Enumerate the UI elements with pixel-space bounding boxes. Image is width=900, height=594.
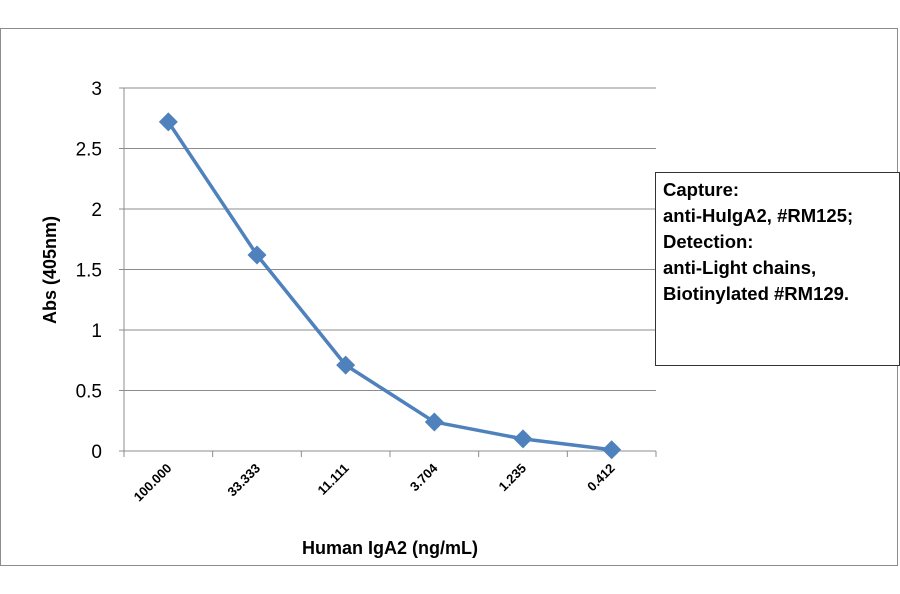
y-tick-label: 1 bbox=[91, 321, 102, 342]
series-line bbox=[166, 120, 612, 452]
data-point-marker bbox=[513, 429, 533, 449]
data-point-marker bbox=[247, 245, 267, 265]
x-tick-label: 100.000 bbox=[131, 461, 175, 505]
x-tick-label: 3.704 bbox=[407, 460, 441, 494]
x-tick-label: 11.111 bbox=[315, 461, 352, 498]
data-point-marker bbox=[336, 355, 356, 375]
y-axis-label: Abs (405nm) bbox=[40, 216, 60, 324]
y-tick-label: 2 bbox=[91, 200, 102, 221]
gridlines bbox=[124, 87, 656, 391]
annotation-line: Capture: bbox=[663, 179, 740, 200]
annotation-box: Capture: anti-HuIgA2, #RM125; Detection:… bbox=[655, 172, 900, 366]
annotation-line: Detection: bbox=[663, 231, 754, 252]
y-tick-label: 0.5 bbox=[76, 382, 102, 403]
y-tick-label: 1.5 bbox=[76, 261, 102, 282]
axes bbox=[119, 87, 657, 457]
annotation-line: anti-Light chains, bbox=[663, 257, 817, 278]
x-axis-label: Human IgA2 (ng/mL) bbox=[302, 538, 478, 558]
annotation-line: Biotinylated #RM129. bbox=[663, 283, 850, 304]
y-tick-label: 0 bbox=[91, 442, 102, 463]
x-tick-label: 33.333 bbox=[224, 461, 263, 500]
data-point-marker bbox=[602, 440, 622, 460]
x-tick-label: 0.412 bbox=[584, 461, 618, 495]
series-group bbox=[158, 112, 622, 460]
y-tick-label: 3 bbox=[91, 79, 102, 100]
annotation-line: anti-HuIgA2, #RM125; bbox=[663, 205, 854, 226]
x-tick-label: 1.235 bbox=[496, 461, 530, 495]
data-point-marker bbox=[158, 112, 178, 132]
y-tick-labels: 0 0.5 1 1.5 2 2.5 3 bbox=[76, 79, 102, 463]
x-tick-labels: 100.000 33.333 11.111 3.704 1.235 0.412 bbox=[131, 460, 618, 504]
data-point-marker bbox=[424, 412, 444, 432]
y-tick-label: 2.5 bbox=[76, 140, 102, 161]
